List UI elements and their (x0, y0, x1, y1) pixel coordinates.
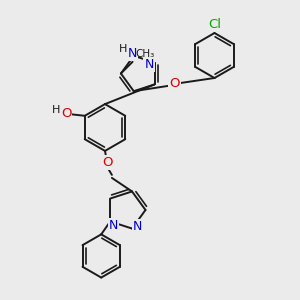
Text: O: O (61, 107, 71, 120)
Text: N: N (145, 58, 154, 70)
Text: N: N (128, 47, 137, 60)
Text: CH₃: CH₃ (135, 50, 154, 59)
Text: Cl: Cl (208, 18, 221, 31)
Text: H: H (119, 44, 127, 54)
Text: N: N (109, 219, 118, 232)
Text: H: H (52, 105, 60, 116)
Text: O: O (169, 77, 180, 91)
Text: O: O (102, 156, 112, 169)
Text: N: N (133, 220, 142, 232)
